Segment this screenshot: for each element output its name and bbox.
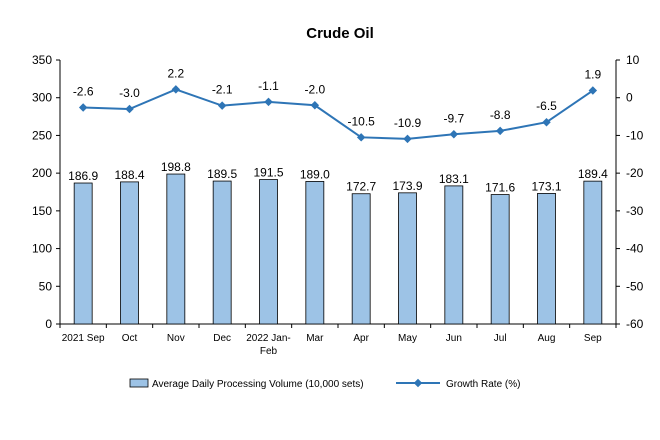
line-marker (171, 85, 181, 94)
right-tick-label: -50 (626, 279, 644, 293)
right-tick-label: -60 (626, 317, 644, 331)
line-value-label: -6.5 (536, 99, 557, 113)
bar-value-label: 189.5 (207, 167, 237, 181)
x-tick-label: May (398, 333, 417, 344)
x-tick-label: Nov (167, 333, 185, 344)
right-tick-label: 0 (626, 91, 633, 105)
legend: Average Daily Processing Volume (10,000 … (129, 378, 520, 390)
line-marker (449, 130, 459, 139)
line-marker (356, 133, 366, 142)
bar (73, 182, 93, 325)
bar-value-label: 173.1 (531, 179, 561, 193)
x-tick-label: Dec (213, 333, 231, 344)
line-value-label: -2.1 (212, 83, 233, 97)
x-tick-label: Aug (538, 333, 556, 344)
x-tick-label: Jun (446, 333, 462, 344)
line-value-label: -10.9 (394, 116, 422, 130)
line-value-label: -2.6 (73, 85, 94, 99)
line-marker (403, 134, 412, 144)
legend-bar-swatch (129, 378, 149, 388)
line-value-label: -8.8 (490, 108, 511, 122)
bar-value-label: 173.9 (392, 179, 422, 193)
right-tick-label: 10 (626, 53, 640, 67)
left-tick-label: 250 (32, 128, 52, 142)
axes: 0 50 100 150 200 250 300 350 -60 -50 -40 -30 -20 -10 0… (32, 53, 644, 357)
data-labels: 186.9 188.4 198.8 189.5 191.5 189.0 172.7 173.9… (68, 66, 608, 194)
left-tick-label: 200 (32, 166, 52, 180)
bar (490, 194, 510, 325)
line-value-label: 2.2 (167, 66, 184, 80)
x-tick-label: Apr (353, 333, 369, 344)
line-value-label: -2.0 (304, 82, 325, 96)
bar-value-label: 188.4 (114, 168, 144, 182)
bar-value-label: 183.1 (439, 172, 469, 186)
right-tick-label: -10 (626, 128, 644, 142)
line-marker (217, 101, 227, 110)
bar-value-label: 186.9 (68, 169, 98, 183)
bar (583, 180, 603, 325)
bar-series (73, 173, 603, 325)
growth-rate-line (83, 88, 594, 140)
legend-line-label: Growth Rate (%) (446, 379, 520, 390)
right-tick-label: -30 (626, 204, 644, 218)
bar-value-label: 191.5 (253, 166, 283, 180)
bar (259, 179, 278, 325)
bar (212, 180, 232, 325)
x-tick-label: 2021 Sep (62, 333, 105, 344)
legend-line-marker (413, 378, 423, 388)
left-tick-label: 350 (32, 53, 52, 67)
left-tick-label: 100 (32, 242, 52, 256)
bar-value-label: 189.0 (300, 167, 330, 181)
line-value-label: -1.1 (258, 79, 279, 93)
line-marker (78, 103, 88, 112)
bar (537, 193, 556, 325)
bar (120, 181, 139, 325)
bar-value-label: 198.8 (161, 160, 191, 174)
bar-value-label: 171.6 (485, 181, 515, 195)
bar (398, 192, 417, 325)
line-value-label: -9.7 (443, 111, 464, 125)
x-tick-label: 2022 Jan-Feb (246, 333, 290, 357)
line-marker (310, 101, 320, 110)
line-marker (264, 97, 273, 107)
bar-value-label: 172.7 (346, 180, 376, 194)
bar (305, 181, 325, 325)
line-value-label: -3.0 (119, 86, 140, 100)
line-marker (125, 104, 134, 114)
x-tick-label: Jul (494, 333, 507, 344)
bar (166, 173, 186, 325)
line-value-label: -10.5 (347, 114, 375, 128)
left-tick-label: 300 (32, 91, 52, 105)
left-tick-label: 150 (32, 204, 52, 218)
left-tick-label: 0 (45, 317, 52, 331)
bar (444, 185, 464, 325)
x-tick-label: Oct (122, 333, 138, 344)
x-tick-label: Mar (306, 333, 324, 344)
bar (351, 193, 371, 325)
x-tick-label: Sep (584, 333, 602, 344)
left-tick-label: 50 (39, 279, 53, 293)
line-series (78, 85, 598, 144)
legend-bar-label: Average Daily Processing Volume (10,000 … (152, 379, 364, 390)
bar-value-label: 189.4 (578, 167, 608, 181)
line-marker (495, 126, 505, 136)
right-tick-label: -20 (626, 166, 644, 180)
line-value-label: 1.9 (584, 68, 601, 82)
right-tick-label: -40 (626, 242, 644, 256)
chart-title: Crude Oil (306, 25, 374, 42)
